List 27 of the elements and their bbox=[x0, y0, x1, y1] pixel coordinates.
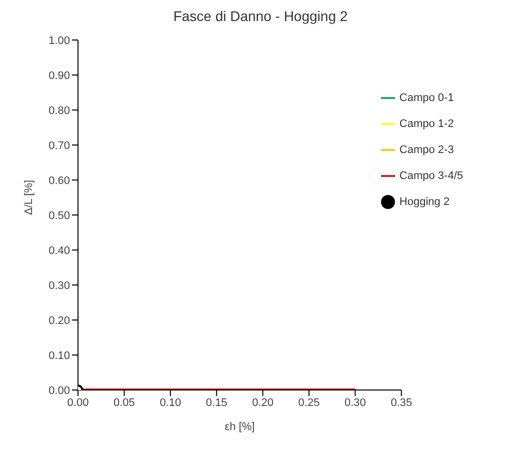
x-tick-label: 0.05 bbox=[113, 396, 135, 409]
y-axis-title: Δ/L [%] bbox=[22, 180, 35, 215]
chart-title: Fasce di Danno - Hogging 2 bbox=[172, 8, 349, 26]
legend-label: Hogging 2 bbox=[399, 196, 450, 208]
y-tick-label: 0.00 bbox=[48, 384, 70, 397]
legend-label: Campo 2-3 bbox=[399, 144, 454, 156]
legend-label: Campo 1-2 bbox=[399, 118, 454, 130]
y-tick-label: 0.60 bbox=[48, 174, 70, 187]
x-tick-label: 0.15 bbox=[206, 396, 228, 409]
legend-label: Campo 0-1 bbox=[399, 92, 454, 104]
y-tick-label: 1.00 bbox=[48, 34, 70, 47]
y-tick-label: 0.30 bbox=[48, 280, 70, 292]
x-tick-label: 0.10 bbox=[160, 396, 182, 409]
y-tick-label: 0.20 bbox=[48, 314, 70, 327]
y-tick-label: 0.90 bbox=[48, 70, 70, 82]
x-tick-label: 0.25 bbox=[298, 396, 320, 409]
y-tick-label: 0.10 bbox=[48, 350, 70, 362]
legend-label: Campo 3-4/5 bbox=[399, 170, 463, 182]
y-tick-label: 0.50 bbox=[48, 210, 70, 222]
x-tick-label: 0.30 bbox=[344, 396, 366, 409]
x-tick-label: 0.00 bbox=[67, 396, 89, 409]
x-tick-label: 0.20 bbox=[252, 396, 274, 409]
y-tick-label: 0.80 bbox=[48, 104, 70, 117]
x-axis-title: εh [%] bbox=[224, 421, 255, 433]
y-tick-label: 0.40 bbox=[48, 244, 70, 257]
y-tick-label: 0.70 bbox=[48, 140, 70, 152]
x-tick-label: 0.35 bbox=[390, 396, 412, 409]
